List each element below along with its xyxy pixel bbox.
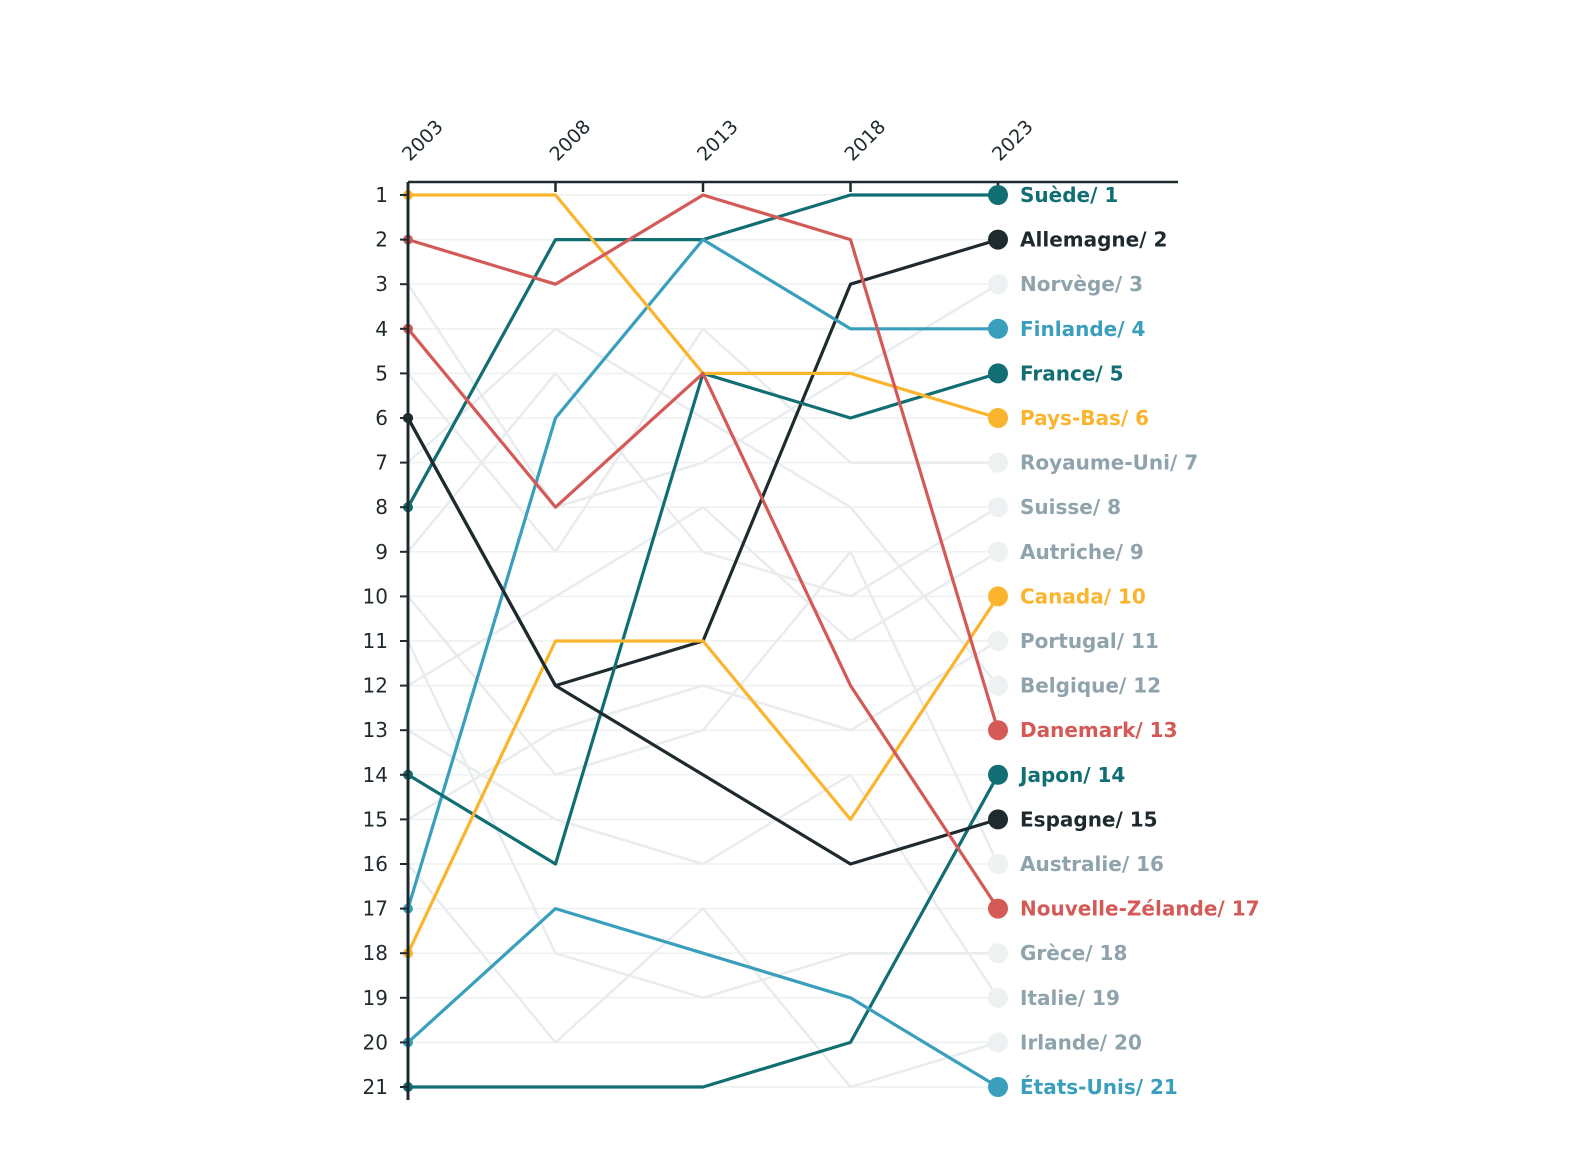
x-tick-label-2013: 2013: [693, 116, 743, 166]
series-line-norvege: [406, 283, 999, 509]
series-line-suisse: [407, 372, 999, 598]
y-tick-label-17: 17: [363, 897, 388, 921]
y-tick-label-8: 8: [375, 495, 388, 519]
end-dot-irlande: [988, 1032, 1008, 1053]
end-label-norvege: Norvège/ 3: [1020, 272, 1143, 296]
end-label-japon: Japon/ 14: [1018, 763, 1125, 787]
y-tick-label-5: 5: [375, 361, 388, 385]
y-tick-label-12: 12: [363, 674, 388, 698]
series-line-irlande: [407, 863, 999, 1089]
y-tick-label-20: 20: [363, 1030, 388, 1054]
end-dot-grece: [988, 943, 1008, 964]
series-line-royaume-uni: [407, 327, 998, 554]
end-label-italie: Italie/ 19: [1020, 986, 1120, 1010]
end-label-danemark: Danemark/ 13: [1020, 718, 1178, 742]
end-dot-finlande: [988, 318, 1008, 339]
end-dot-royaume-uni: [988, 452, 1008, 473]
y-tick-label-7: 7: [375, 451, 388, 475]
end-label-suisse: Suisse/ 8: [1020, 495, 1121, 519]
end-dot-australie: [988, 854, 1008, 874]
y-tick-label-2: 2: [375, 228, 388, 252]
y-tick-label-15: 15: [363, 807, 388, 831]
end-label-royaume-uni: Royaume-Uni/ 7: [1020, 451, 1198, 475]
end-label-belgique: Belgique/ 12: [1020, 674, 1161, 698]
end-label-suede: Suède/ 1: [1020, 183, 1118, 207]
highlight-series-layer: [403, 190, 1000, 1092]
series-line-pays-bas: [408, 193, 999, 420]
end-label-france: France/ 5: [1020, 361, 1124, 385]
y-tick-label-10: 10: [363, 584, 388, 608]
y-tick-label-16: 16: [363, 852, 388, 876]
end-dot-pays-bas: [988, 408, 1008, 428]
end-label-grece: Grèce/ 18: [1020, 941, 1127, 965]
x-tick-label-2018: 2018: [840, 116, 890, 166]
end-dot-suisse: [988, 497, 1008, 518]
end-dot-japon: [988, 764, 1008, 785]
y-tick-label-11: 11: [363, 629, 388, 653]
series-line-finlande: [406, 238, 998, 910]
end-dot-espagne: [988, 809, 1008, 830]
end-label-finlande: Finlande/ 4: [1020, 317, 1145, 341]
series-line-australie: [407, 550, 1000, 865]
end-dot-france: [988, 363, 1008, 384]
end-label-irlande: Irlande/ 20: [1020, 1030, 1142, 1054]
end-label-espagne: Espagne/ 15: [1020, 807, 1158, 831]
series-line-espagne: [406, 417, 999, 866]
end-dot-nouvelle-zelande: [988, 898, 1008, 919]
y-tick-label-18: 18: [363, 941, 388, 965]
end-label-nouvelle-zelande: Nouvelle-Zélande/ 17: [1020, 897, 1260, 921]
y-tick-label-13: 13: [363, 718, 388, 742]
end-label-canada: Canada/ 10: [1020, 584, 1146, 608]
end-dot-belgique: [988, 675, 1008, 696]
series-line-etats-unis: [406, 906, 999, 1089]
series-line-japon: [408, 774, 1000, 1089]
y-tick-label-19: 19: [363, 986, 388, 1010]
y-tick-label-9: 9: [375, 540, 388, 564]
end-dot-italie: [988, 987, 1008, 1008]
series-line-belgique: [407, 327, 999, 687]
series-line-danemark: [407, 193, 1000, 731]
end-label-portugal: Portugal/ 11: [1020, 629, 1159, 653]
y-tick-label-4: 4: [375, 317, 388, 341]
x-tick-label-2003: 2003: [398, 116, 448, 166]
series-line-canada: [406, 595, 1000, 954]
end-label-autriche: Autriche/ 9: [1020, 540, 1144, 564]
series-line-nouvelle-zelande: [406, 327, 1000, 910]
end-dot-canada: [988, 586, 1008, 607]
end-dot-etats-unis: [988, 1077, 1008, 1097]
x-tick-label-2008: 2008: [545, 116, 595, 166]
y-tick-label-14: 14: [363, 763, 388, 787]
series-line-portugal: [407, 639, 999, 821]
end-dot-autriche: [988, 541, 1008, 562]
y-tick-label-1: 1: [375, 183, 388, 207]
end-label-layer: Suède/ 1 Allemagne/ 2 Norvège/ 3 Finlande/ …: [988, 183, 1260, 1099]
end-dot-allemagne: [988, 229, 1008, 250]
end-dot-danemark: [988, 720, 1008, 741]
end-label-allemagne: Allemagne/ 2: [1020, 228, 1167, 252]
end-dot-suede: [988, 185, 1008, 205]
x-tick-label-2023: 2023: [988, 116, 1038, 166]
y-tick-label-6: 6: [375, 406, 388, 430]
end-label-etats-unis: États-Unis/ 21: [1020, 1075, 1178, 1099]
end-dot-portugal: [988, 631, 1008, 651]
y-tick-label-3: 3: [375, 272, 388, 296]
end-dot-norvege: [988, 274, 1008, 295]
end-label-pays-bas: Pays-Bas/ 6: [1020, 406, 1149, 430]
end-label-australie: Australie/ 16: [1020, 852, 1164, 876]
y-tick-label-21: 21: [363, 1075, 388, 1099]
series-line-autriche: [407, 505, 999, 687]
